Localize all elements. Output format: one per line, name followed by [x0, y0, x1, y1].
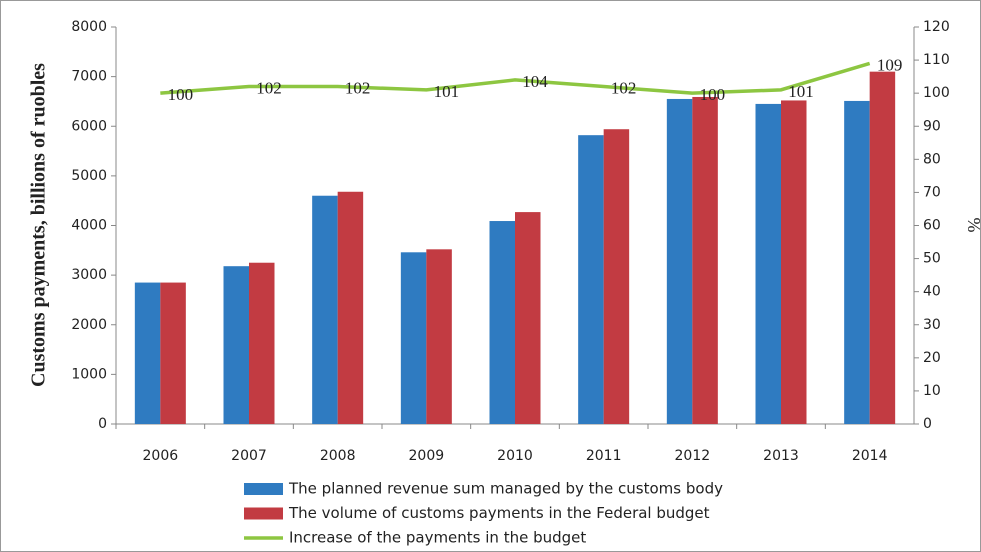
y2-tick-label: 50 — [923, 251, 941, 267]
y-tick-label: 7000 — [71, 69, 107, 85]
bar — [337, 191, 364, 424]
bar — [603, 129, 630, 425]
x-tick-label: 2008 — [320, 448, 356, 464]
y2-tick-label: 80 — [923, 151, 941, 167]
legend-label: Increase of the payments in the budget — [289, 529, 586, 547]
bar — [489, 221, 515, 424]
bar — [578, 135, 604, 424]
y2-tick-label: 30 — [923, 317, 941, 333]
bar — [400, 252, 427, 424]
bar — [755, 103, 781, 424]
y2-tick-label: 20 — [923, 350, 941, 366]
bar — [426, 249, 452, 424]
y2-tick-label: 40 — [923, 284, 941, 300]
bar — [223, 266, 249, 424]
y-tick-label: 6000 — [71, 118, 107, 134]
data-label: 102 — [256, 78, 282, 97]
y2-tick-label: 10 — [923, 383, 941, 399]
y-axis-label: Customs payments, billions of ruobles — [28, 63, 50, 387]
bar — [869, 71, 896, 424]
x-tick-label: 2014 — [852, 448, 888, 464]
y2-tick-label: 70 — [923, 184, 941, 200]
bar — [515, 212, 541, 424]
bar — [844, 100, 870, 424]
y2-tick-label: 120 — [923, 19, 950, 35]
data-label: 102 — [345, 78, 371, 97]
bar — [692, 96, 718, 424]
y-tick-label: 3000 — [71, 267, 107, 283]
y-tick-label: 2000 — [71, 317, 107, 333]
y2-tick-label: 60 — [923, 218, 941, 234]
y-tick-label: 1000 — [71, 366, 107, 382]
bar — [312, 195, 338, 424]
legend-swatch — [244, 507, 283, 520]
data-label: 101 — [434, 82, 460, 101]
y2-tick-label: 100 — [923, 85, 950, 101]
legend-label: The planned revenue sum managed by the c… — [288, 480, 723, 498]
legend-swatch — [244, 483, 283, 495]
y2-axis-label: % — [964, 218, 981, 233]
bar — [249, 262, 275, 424]
y2-tick-label: 90 — [923, 118, 941, 134]
bar — [134, 282, 161, 424]
x-tick-label: 2006 — [143, 448, 179, 464]
data-label: 101 — [788, 82, 814, 101]
bar — [781, 100, 807, 424]
data-label: 100 — [700, 85, 726, 104]
y-tick-label: 5000 — [71, 168, 107, 184]
y-tick-label: 0 — [98, 416, 107, 432]
x-tick-label: 2009 — [409, 448, 445, 464]
y2-tick-label: 0 — [923, 416, 932, 432]
y2-tick-label: 110 — [923, 52, 950, 68]
x-tick-label: 2010 — [497, 448, 533, 464]
line — [160, 61, 871, 95]
x-tick-label: 2013 — [763, 448, 799, 464]
data-label: 109 — [877, 55, 903, 74]
bar — [160, 282, 186, 424]
legend-label: The volume of customs payments in the Fe… — [288, 504, 710, 522]
x-tick-label: 2007 — [231, 448, 267, 464]
y-tick-label: 8000 — [71, 19, 107, 35]
x-tick-label: 2011 — [586, 448, 622, 464]
x-tick-label: 2012 — [675, 448, 711, 464]
data-label: 100 — [168, 85, 194, 104]
data-label: 102 — [611, 78, 637, 97]
data-label: 104 — [522, 72, 548, 91]
y-tick-label: 4000 — [71, 218, 107, 234]
bar — [666, 98, 693, 425]
